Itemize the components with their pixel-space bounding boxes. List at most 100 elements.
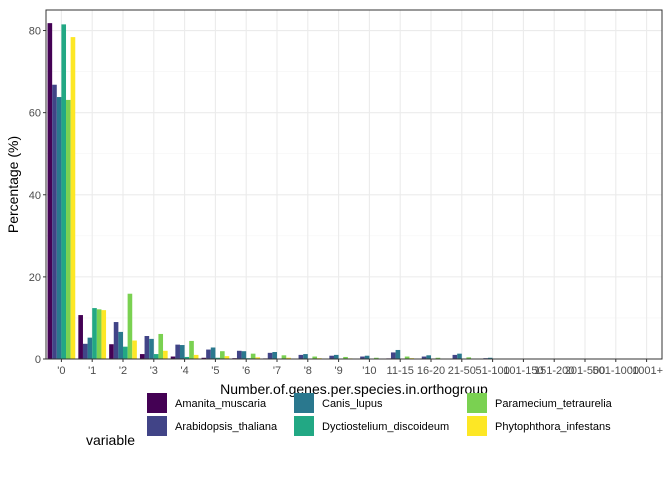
bar bbox=[113, 322, 119, 359]
x-tick-label: 21-50 bbox=[448, 365, 476, 377]
x-tick-label: '9 bbox=[334, 365, 342, 377]
x-tick-label: '1 bbox=[88, 365, 96, 377]
bar bbox=[452, 354, 458, 359]
bar bbox=[303, 354, 308, 359]
bar bbox=[66, 99, 71, 359]
bar bbox=[70, 37, 76, 360]
x-tick-label: '8 bbox=[304, 365, 312, 377]
legend-label: Canis_lupus bbox=[322, 398, 383, 410]
bar bbox=[92, 308, 97, 359]
bar bbox=[333, 354, 339, 359]
bar bbox=[241, 351, 247, 359]
y-tick-label: 40 bbox=[29, 190, 41, 202]
bar bbox=[56, 97, 62, 359]
y-tick-label: 0 bbox=[35, 354, 41, 366]
bar bbox=[395, 349, 401, 359]
x-tick-label: 201-500 bbox=[565, 365, 605, 377]
bar bbox=[421, 356, 427, 359]
bar bbox=[404, 356, 410, 359]
x-tick-label: '10 bbox=[362, 365, 376, 377]
x-tick-label: 51-100 bbox=[475, 365, 509, 377]
bar bbox=[179, 345, 185, 359]
bar bbox=[298, 354, 304, 359]
bar bbox=[215, 357, 221, 359]
bar bbox=[435, 357, 441, 359]
y-axis-ticks: 0 20 40 60 80 bbox=[29, 26, 46, 366]
bar bbox=[374, 357, 379, 359]
x-tick-label: '0 bbox=[57, 365, 65, 377]
x-tick-label: '3 bbox=[150, 365, 158, 377]
x-tick-label: '2 bbox=[119, 365, 127, 377]
bar bbox=[286, 357, 291, 359]
bar bbox=[466, 357, 472, 359]
bar bbox=[457, 353, 462, 359]
y-axis-title: Percentage (%) bbox=[5, 136, 21, 233]
bar bbox=[364, 355, 370, 359]
y-tick-label: 60 bbox=[29, 108, 41, 120]
bar bbox=[426, 355, 431, 359]
bar bbox=[281, 355, 287, 359]
bar bbox=[109, 344, 114, 359]
bar bbox=[118, 331, 123, 359]
bar bbox=[139, 354, 145, 359]
x-tick-label: 151-200 bbox=[534, 365, 574, 377]
legend-title: variable bbox=[86, 432, 135, 448]
bar bbox=[144, 336, 150, 359]
bar bbox=[343, 356, 348, 359]
bar bbox=[312, 356, 318, 359]
bar bbox=[201, 357, 207, 359]
bar bbox=[184, 356, 190, 359]
bar bbox=[82, 343, 88, 359]
bar bbox=[255, 357, 261, 359]
bar bbox=[206, 349, 211, 359]
legend-key bbox=[147, 393, 167, 413]
bar bbox=[123, 346, 128, 359]
bar bbox=[487, 357, 493, 359]
bar bbox=[175, 344, 180, 359]
bar bbox=[193, 354, 199, 359]
bar bbox=[189, 340, 194, 359]
legend-key bbox=[467, 393, 487, 413]
x-tick-label: '5 bbox=[211, 365, 219, 377]
bar bbox=[101, 310, 107, 359]
panel-border bbox=[45, 9, 663, 360]
bar bbox=[360, 356, 365, 359]
bar bbox=[163, 350, 168, 359]
x-tick-label: '4 bbox=[180, 365, 188, 377]
bar bbox=[220, 351, 225, 359]
bar bbox=[127, 293, 133, 359]
bar bbox=[78, 315, 83, 359]
legend-key bbox=[467, 416, 487, 436]
bar bbox=[329, 355, 334, 359]
legend-key bbox=[147, 416, 167, 436]
x-axis-title: Number.of.genes.per.species.in.orthogrou… bbox=[220, 381, 488, 397]
legend-label: Paramecium_tetraurelia bbox=[495, 398, 613, 410]
y-tick-label: 80 bbox=[29, 26, 41, 38]
legend-label: Arabidopsis_thaliana bbox=[175, 421, 278, 433]
x-tick-label: '7 bbox=[273, 365, 281, 377]
bar bbox=[272, 352, 277, 359]
legend-label: Amanita_muscaria bbox=[175, 398, 267, 410]
legend-key bbox=[294, 416, 314, 436]
bar bbox=[96, 309, 102, 359]
legend-label: Dyctiostelium_discoideum bbox=[322, 421, 449, 433]
x-tick-label: 101-150 bbox=[503, 365, 543, 377]
x-tick-label: 16-20 bbox=[417, 365, 445, 377]
bar bbox=[390, 352, 396, 359]
x-tick-label: '6 bbox=[242, 365, 250, 377]
bars bbox=[47, 23, 595, 360]
bar bbox=[87, 337, 93, 359]
bar bbox=[170, 356, 176, 359]
x-tick-label: '1001+ bbox=[630, 365, 663, 377]
bar bbox=[210, 347, 216, 359]
bar bbox=[47, 23, 53, 359]
bar bbox=[132, 340, 137, 359]
x-tick-label: 11-15 bbox=[387, 365, 414, 377]
bar bbox=[250, 353, 256, 359]
x-tick-label: 501-1000 bbox=[593, 365, 640, 377]
x-axis-ticks: '0 '1 '2 '3 '4 '5 '6 '7 '8 '9 '10 11-15 16-20 21-50 51… bbox=[57, 359, 663, 377]
bar bbox=[224, 356, 230, 359]
bar bbox=[153, 354, 159, 359]
bar bbox=[61, 24, 67, 360]
